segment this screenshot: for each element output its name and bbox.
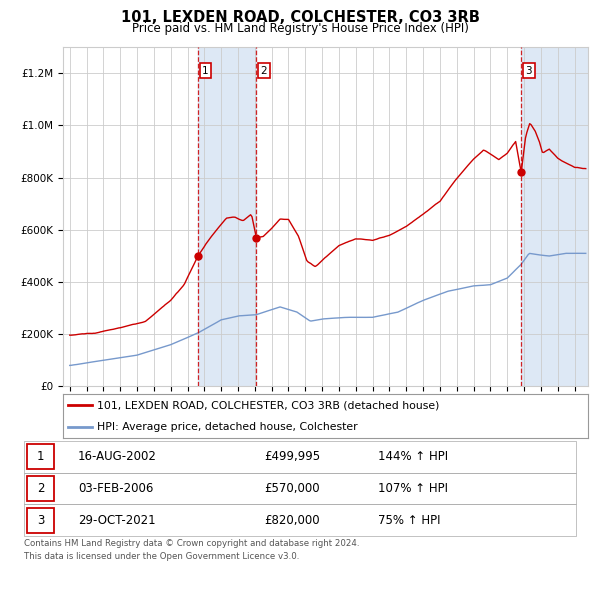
Text: 16-AUG-2002: 16-AUG-2002 bbox=[78, 450, 157, 463]
Text: 75% ↑ HPI: 75% ↑ HPI bbox=[378, 514, 440, 527]
Text: Contains HM Land Registry data © Crown copyright and database right 2024.: Contains HM Land Registry data © Crown c… bbox=[24, 539, 359, 548]
Text: 107% ↑ HPI: 107% ↑ HPI bbox=[378, 482, 448, 495]
Text: This data is licensed under the Open Government Licence v3.0.: This data is licensed under the Open Gov… bbox=[24, 552, 299, 561]
Text: 101, LEXDEN ROAD, COLCHESTER, CO3 3RB (detached house): 101, LEXDEN ROAD, COLCHESTER, CO3 3RB (d… bbox=[97, 401, 439, 411]
Text: Price paid vs. HM Land Registry's House Price Index (HPI): Price paid vs. HM Land Registry's House … bbox=[131, 22, 469, 35]
Bar bbox=[521, 47, 587, 386]
Text: £570,000: £570,000 bbox=[264, 482, 320, 495]
Text: 101, LEXDEN ROAD, COLCHESTER, CO3 3RB: 101, LEXDEN ROAD, COLCHESTER, CO3 3RB bbox=[121, 10, 479, 25]
Text: 1: 1 bbox=[202, 65, 209, 76]
Text: 29-OCT-2021: 29-OCT-2021 bbox=[78, 514, 155, 527]
Text: 1: 1 bbox=[37, 450, 44, 463]
Text: 144% ↑ HPI: 144% ↑ HPI bbox=[378, 450, 448, 463]
Text: HPI: Average price, detached house, Colchester: HPI: Average price, detached house, Colc… bbox=[97, 422, 358, 432]
Text: 2: 2 bbox=[260, 65, 267, 76]
Text: 03-FEB-2006: 03-FEB-2006 bbox=[78, 482, 154, 495]
Text: £820,000: £820,000 bbox=[264, 514, 320, 527]
Text: 2: 2 bbox=[37, 482, 44, 495]
Text: 3: 3 bbox=[526, 65, 532, 76]
Bar bbox=[198, 47, 256, 386]
Text: £499,995: £499,995 bbox=[264, 450, 320, 463]
Text: 3: 3 bbox=[37, 514, 44, 527]
